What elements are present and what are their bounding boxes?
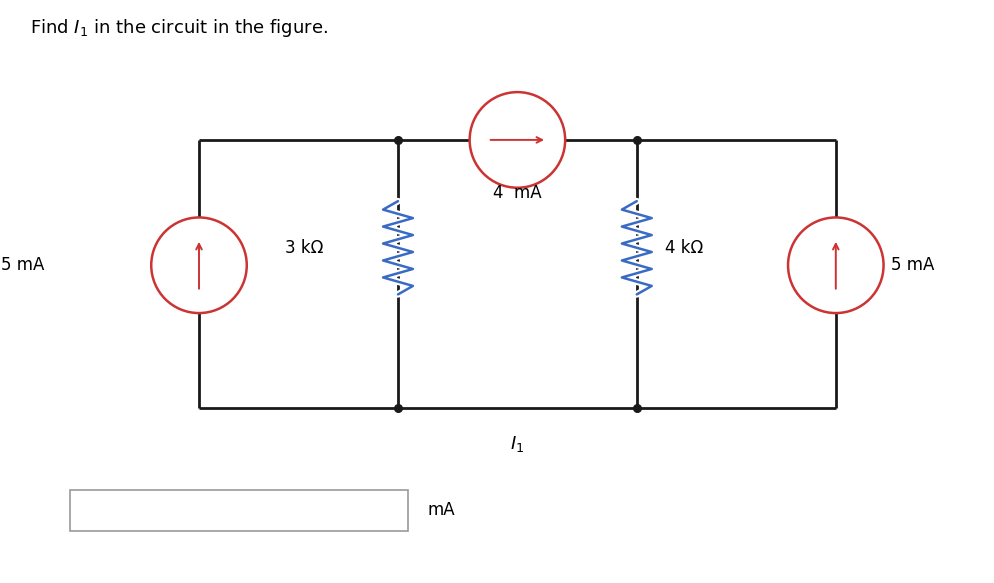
Ellipse shape [151,217,247,313]
Text: 5 mA: 5 mA [1,257,45,274]
Ellipse shape [151,217,247,313]
Text: mA: mA [427,501,455,519]
Ellipse shape [787,217,883,313]
Ellipse shape [787,217,883,313]
Text: 5 mA: 5 mA [890,257,933,274]
FancyBboxPatch shape [70,490,408,531]
Ellipse shape [469,92,565,188]
Text: Find $I_1$ in the circuit in the figure.: Find $I_1$ in the circuit in the figure. [30,17,328,40]
Text: 4 kΩ: 4 kΩ [664,239,702,257]
Text: 3 kΩ: 3 kΩ [284,239,323,257]
Ellipse shape [469,92,565,188]
Text: 4  mA: 4 mA [493,184,541,202]
Text: $I_1$: $I_1$ [510,434,524,454]
